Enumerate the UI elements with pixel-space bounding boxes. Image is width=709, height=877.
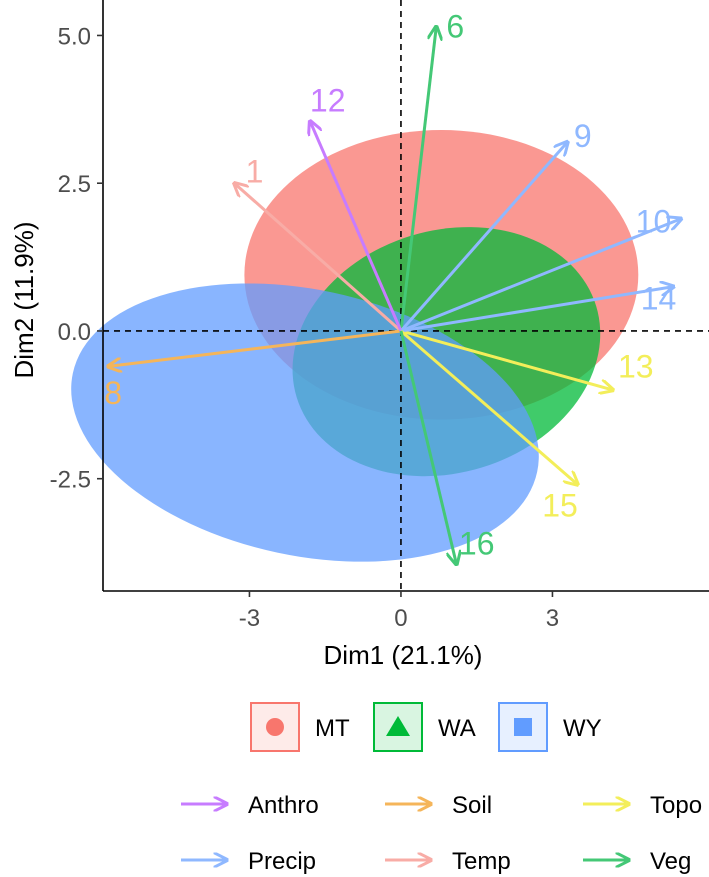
legend-key-wy xyxy=(498,702,548,752)
x-tick-label: -3 xyxy=(239,605,260,632)
legend-groups: MT WA WY xyxy=(250,702,602,752)
arrow-label-10: 10 xyxy=(636,204,672,240)
square-icon xyxy=(514,718,532,736)
x-tick-label: 3 xyxy=(546,605,559,632)
arrow-label-9: 9 xyxy=(574,118,592,154)
arrow-9 xyxy=(399,142,568,332)
arrow-12 xyxy=(310,121,403,332)
legend-label-wa: WA xyxy=(438,715,476,742)
legend-label-precip: Precip xyxy=(248,848,316,875)
arrow-label-8: 8 xyxy=(104,375,122,411)
legend-arrow-categories: Anthro Soil Topo Precip Temp Veg xyxy=(181,792,702,875)
legend-label-topo: Topo xyxy=(650,792,702,819)
arrow-label-14: 14 xyxy=(641,280,677,316)
x-tick-label: 0 xyxy=(394,605,407,632)
y-tick-label: 0.0 xyxy=(58,319,91,346)
x-axis-title: Dim1 (21.1%) xyxy=(324,640,483,670)
legend-label-veg: Veg xyxy=(650,848,691,875)
legend-label-mt: MT xyxy=(315,715,350,742)
arrow-label-12: 12 xyxy=(310,82,346,118)
arrow-13 xyxy=(400,329,613,390)
circle-icon xyxy=(266,718,284,736)
y-axis-title: Dim2 (11.9%) xyxy=(9,221,39,378)
arrow-label-13: 13 xyxy=(618,348,654,384)
arrow-15 xyxy=(399,329,578,485)
y-tick-label: 2.5 xyxy=(58,171,91,198)
arrow-6 xyxy=(399,27,436,332)
legend-label-temp: Temp xyxy=(452,848,511,875)
legend-label-anthro: Anthro xyxy=(248,792,319,819)
arrow-14 xyxy=(400,287,674,333)
ellipse-wy xyxy=(71,283,539,562)
legend-label-soil: Soil xyxy=(452,792,492,819)
arrow-label-16: 16 xyxy=(459,526,495,562)
legend-label-wy: WY xyxy=(563,715,602,742)
arrow-10 xyxy=(400,219,681,333)
y-tick-label: -2.5 xyxy=(50,467,91,494)
arrow-label-1: 1 xyxy=(246,153,264,189)
arrow-16 xyxy=(399,330,457,564)
axes: -3 0 3 -2.5 0.0 2.5 5.0 xyxy=(50,0,709,632)
y-tick-label: 5.0 xyxy=(58,23,91,50)
triangle-icon xyxy=(386,716,410,736)
arrow-1 xyxy=(234,183,402,333)
arrow-label-15: 15 xyxy=(542,487,578,523)
arrow-8 xyxy=(108,329,402,366)
arrow-label-6: 6 xyxy=(446,9,464,45)
group-ellipses xyxy=(71,130,639,562)
